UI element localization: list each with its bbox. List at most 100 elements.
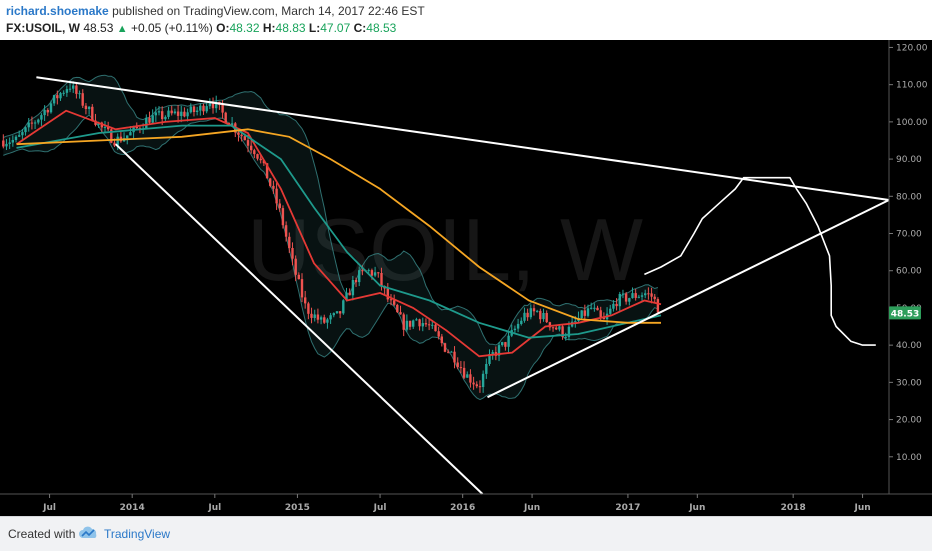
candle-body <box>40 115 42 120</box>
candle-body <box>358 270 360 282</box>
candle-body <box>161 111 163 119</box>
candle-body <box>441 337 443 344</box>
candle-body <box>336 311 338 313</box>
candle-body <box>422 323 424 326</box>
candle-body <box>244 136 246 140</box>
candle-body <box>482 374 484 387</box>
candle-body <box>523 313 525 321</box>
candle-body <box>565 337 567 338</box>
price-tick-label: 30.00 <box>896 378 922 388</box>
candle-body <box>126 135 128 138</box>
high-label: H: <box>263 21 276 35</box>
candle-body <box>593 308 595 309</box>
last-price-tag-label: 48.53 <box>891 309 919 319</box>
candle-body <box>12 140 14 143</box>
candle-body <box>272 186 274 189</box>
candle-body <box>368 270 370 271</box>
candle-body <box>584 310 586 316</box>
candle-body <box>164 117 166 119</box>
candle-body <box>56 95 58 98</box>
candle-body <box>396 305 398 312</box>
price-change: +0.05 (+0.11%) <box>131 21 213 35</box>
candle-body <box>275 189 277 204</box>
symbol-label: FX:USOIL, W <box>6 21 80 35</box>
price-tick-label: 70.00 <box>896 230 922 240</box>
candle-body <box>250 146 252 151</box>
candle-body <box>406 321 408 330</box>
candle-body <box>542 313 544 319</box>
published-text: published on TradingView.com, March 14, … <box>112 4 425 18</box>
time-tick-label: Jun <box>523 503 540 513</box>
candle-body <box>574 321 576 322</box>
candle-body <box>507 336 509 347</box>
price-tick-label: 120.00 <box>896 43 928 53</box>
candle-body <box>104 127 106 128</box>
candle-body <box>650 293 652 296</box>
candle-body <box>183 112 185 117</box>
candle-body <box>307 303 309 313</box>
tradingview-link[interactable]: TradingView <box>104 527 170 541</box>
candle-body <box>314 315 316 319</box>
candle-body <box>145 118 147 129</box>
candle-body <box>5 144 7 147</box>
candle-body <box>279 204 281 209</box>
candle-body <box>546 313 548 322</box>
publish-info: richard.shoemake published on TradingVie… <box>6 4 425 18</box>
candle-body <box>174 112 176 114</box>
candle-body <box>609 309 611 314</box>
time-tick-label: 2016 <box>450 503 475 513</box>
candle-body <box>196 111 198 112</box>
candle-body <box>355 280 357 282</box>
price-tick-label: 40.00 <box>896 341 922 351</box>
candle-body <box>377 272 379 273</box>
candle-body <box>18 135 20 137</box>
candle-body <box>520 321 522 324</box>
last-price-tag: 48.53 <box>889 306 921 319</box>
candle-body <box>155 113 157 116</box>
candle-body <box>50 103 52 112</box>
candle-body <box>412 320 414 326</box>
candle-body <box>28 123 30 128</box>
candle-body <box>352 280 354 295</box>
candle-body <box>492 352 494 354</box>
low-value: 47.07 <box>320 21 350 35</box>
candle-body <box>82 93 84 106</box>
author-link[interactable]: richard.shoemake <box>6 4 109 18</box>
time-tick-label: 2017 <box>615 503 640 513</box>
candle-body <box>301 279 303 297</box>
candle-body <box>530 308 532 317</box>
candle-body <box>221 105 223 113</box>
candle-body <box>269 179 271 186</box>
candle-body <box>552 327 554 328</box>
candle-body <box>317 315 319 320</box>
candle-body <box>504 342 506 347</box>
candle-body <box>450 352 452 353</box>
candle-body <box>91 107 93 121</box>
candle-body <box>460 367 462 368</box>
candle-body <box>393 300 395 305</box>
candle-body <box>536 311 538 312</box>
candle-body <box>415 319 417 320</box>
candle-body <box>631 293 633 298</box>
created-with-label: Created with <box>8 527 75 541</box>
candle-body <box>425 323 427 324</box>
candle-body <box>171 111 173 114</box>
candle-body <box>193 107 195 113</box>
candle-body <box>247 140 249 146</box>
price-chart[interactable]: USOIL, W 10.0020.0030.0040.0050.0060.007… <box>0 40 932 516</box>
candle-body <box>148 118 150 123</box>
candle-body <box>418 319 420 326</box>
candle-body <box>438 331 440 336</box>
candle-body <box>180 112 182 116</box>
candle-body <box>581 310 583 318</box>
candle-body <box>638 297 640 298</box>
candle-body <box>66 89 68 93</box>
time-tick-label: Jun <box>688 503 705 513</box>
candle-body <box>479 386 481 387</box>
candle-body <box>361 270 363 271</box>
candle-body <box>628 298 630 302</box>
candle-body <box>186 112 188 116</box>
candle-body <box>256 154 258 159</box>
candle-body <box>34 123 36 124</box>
candle-body <box>644 293 646 295</box>
